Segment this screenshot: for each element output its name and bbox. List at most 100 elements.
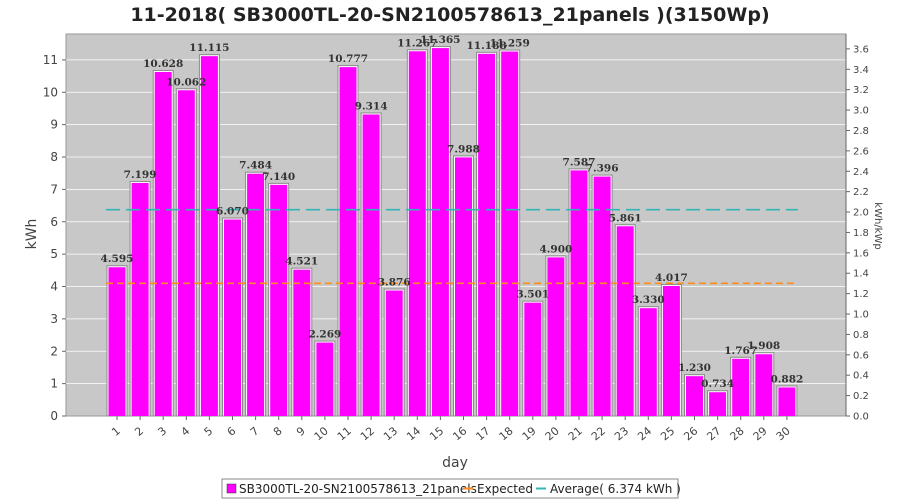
x-tick-label: 15 — [427, 424, 446, 443]
x-tick-label: 23 — [612, 424, 631, 443]
y2-tick-label: 2.2 — [853, 187, 869, 198]
x-tick-label: 30 — [774, 424, 793, 443]
bar — [224, 219, 241, 416]
bar — [547, 257, 565, 416]
x-tick-label: 6 — [225, 424, 239, 438]
x-tick-label: 14 — [404, 424, 423, 443]
y2-tick-label: 0.4 — [853, 371, 869, 382]
bar — [408, 51, 426, 416]
bar — [593, 176, 611, 416]
bar-value-label: 11.259 — [490, 38, 530, 50]
legend-label-expected: Expected — [477, 482, 533, 496]
bar — [616, 226, 634, 416]
y2-tick-label: 0.2 — [853, 391, 869, 402]
x-axis-label: day — [442, 455, 468, 471]
bar-value-label: 3.876 — [378, 277, 411, 289]
bar-value-label: 7.484 — [239, 160, 272, 172]
y2-tick-label: 3.0 — [853, 106, 869, 117]
legend-label-average: Average( 6.374 kWh ) — [550, 482, 681, 496]
y-tick-label: 1 — [50, 377, 58, 391]
y-tick-label: 7 — [50, 182, 58, 196]
bar-value-label: 5.861 — [609, 212, 642, 224]
y-tick-label: 6 — [50, 215, 58, 229]
x-tick-label: 10 — [312, 424, 331, 443]
bar — [247, 173, 265, 416]
x-tick-label: 4 — [179, 424, 193, 438]
bar-value-label: 1.908 — [747, 340, 780, 352]
bar-value-label: 4.521 — [285, 256, 318, 268]
bar-value-label: 10.777 — [328, 53, 368, 65]
y2-tick-label: 2.6 — [853, 146, 869, 157]
y-tick-label: 3 — [50, 312, 58, 326]
y-axis-label: kWh — [24, 219, 40, 250]
x-tick-label: 27 — [704, 424, 723, 443]
x-tick-label: 19 — [520, 424, 539, 443]
y2-tick-label: 3.2 — [853, 85, 869, 96]
x-tick-label: 12 — [358, 424, 377, 443]
bar-value-label: 4.900 — [539, 243, 572, 255]
y-tick-label: 11 — [43, 53, 58, 67]
bar — [316, 342, 334, 416]
y-tick-label: 9 — [50, 118, 58, 132]
x-tick-label: 18 — [497, 424, 516, 443]
bar — [431, 48, 449, 416]
bar-value-label: 11.188 — [467, 40, 507, 52]
y2-tick-label: 1.8 — [853, 228, 869, 239]
chart-title: 11-2018( SB3000TL-20-SN2100578613_21pane… — [130, 4, 769, 26]
x-tick-label: 5 — [202, 424, 216, 438]
bar — [293, 269, 311, 416]
y2-tick-label: 1.4 — [853, 269, 869, 280]
bar — [639, 308, 657, 416]
y2-tick-label: 1.2 — [853, 289, 869, 300]
y2-axis-label: kWh/kWp — [872, 202, 883, 249]
legend-box — [221, 478, 679, 499]
legend: SB3000TL-20-SN2100578613_21panels Expect… — [221, 478, 681, 499]
bar — [709, 392, 727, 416]
bar — [686, 376, 703, 416]
y-tick-label: 0 — [50, 409, 58, 423]
x-tick-label: 29 — [751, 424, 770, 443]
x-tick-label: 25 — [658, 424, 677, 443]
y2-tick-label: 0.0 — [853, 412, 869, 423]
bar-value-label: 11.365 — [420, 34, 460, 46]
x-tick-label: 9 — [294, 424, 308, 438]
x-tick-label: 16 — [450, 424, 469, 443]
y-tick-label: 2 — [50, 344, 58, 358]
bar — [755, 354, 773, 416]
bar-value-label: 7.140 — [262, 171, 295, 183]
bar-value-label: 11.267 — [397, 37, 437, 49]
bar-value-label: 3.501 — [516, 289, 549, 301]
bar-value-label: 7.396 — [586, 163, 619, 175]
bar — [778, 387, 796, 416]
legend-label-bars: SB3000TL-20-SN2100578613_21panels — [239, 482, 477, 496]
bar — [524, 302, 542, 416]
bar-value-label: 1.767 — [724, 345, 757, 357]
bar-value-label: 0.882 — [770, 373, 803, 385]
y-tick-label: 5 — [50, 247, 58, 261]
x-tick-label: 28 — [728, 424, 747, 443]
bar — [732, 358, 750, 416]
x-tick-label: 3 — [155, 424, 169, 438]
bar — [478, 53, 496, 417]
x-tick-label: 26 — [681, 424, 700, 443]
legend-swatch-bars — [226, 483, 237, 494]
bar-value-label: 10.628 — [143, 58, 183, 70]
bar-value-label: 6.070 — [216, 205, 249, 217]
x-tick-label: 21 — [566, 424, 585, 443]
y2-tick-label: 0.6 — [853, 350, 869, 361]
bar — [362, 114, 380, 417]
y2-tick-label: 3.4 — [853, 65, 869, 76]
bar-value-label: 7.199 — [124, 169, 157, 181]
bar — [154, 71, 172, 417]
bar — [455, 157, 472, 416]
y-tick-label: 8 — [50, 150, 58, 164]
bar-value-label: 0.734 — [701, 378, 734, 390]
y2-tick-label: 2.8 — [853, 126, 869, 137]
bar — [177, 90, 195, 416]
y2-tick-label: 1.0 — [853, 310, 869, 321]
x-tick-label: 2 — [132, 424, 146, 438]
bar — [570, 170, 588, 416]
bar — [108, 267, 126, 416]
bar-value-label: 11.115 — [189, 42, 229, 54]
